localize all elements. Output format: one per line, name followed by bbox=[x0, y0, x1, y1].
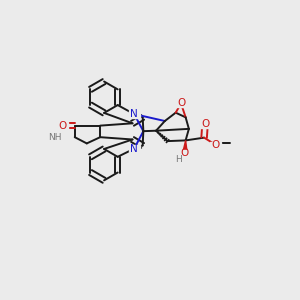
Bar bbox=[54, 133, 71, 141]
Bar bbox=[129, 145, 140, 152]
Polygon shape bbox=[183, 140, 187, 154]
Text: N: N bbox=[130, 109, 138, 119]
Text: O: O bbox=[181, 148, 189, 158]
Bar bbox=[200, 121, 211, 128]
Bar bbox=[176, 100, 187, 107]
Bar bbox=[173, 156, 184, 163]
Text: O: O bbox=[212, 140, 220, 150]
Bar bbox=[210, 142, 221, 149]
Text: H: H bbox=[175, 155, 182, 164]
Text: NH: NH bbox=[48, 133, 61, 142]
Text: O: O bbox=[58, 121, 67, 130]
Bar bbox=[129, 110, 140, 118]
Text: N: N bbox=[130, 144, 138, 154]
Bar bbox=[57, 122, 68, 129]
Text: O: O bbox=[177, 98, 185, 109]
Bar bbox=[181, 150, 189, 157]
Text: O: O bbox=[201, 119, 209, 129]
